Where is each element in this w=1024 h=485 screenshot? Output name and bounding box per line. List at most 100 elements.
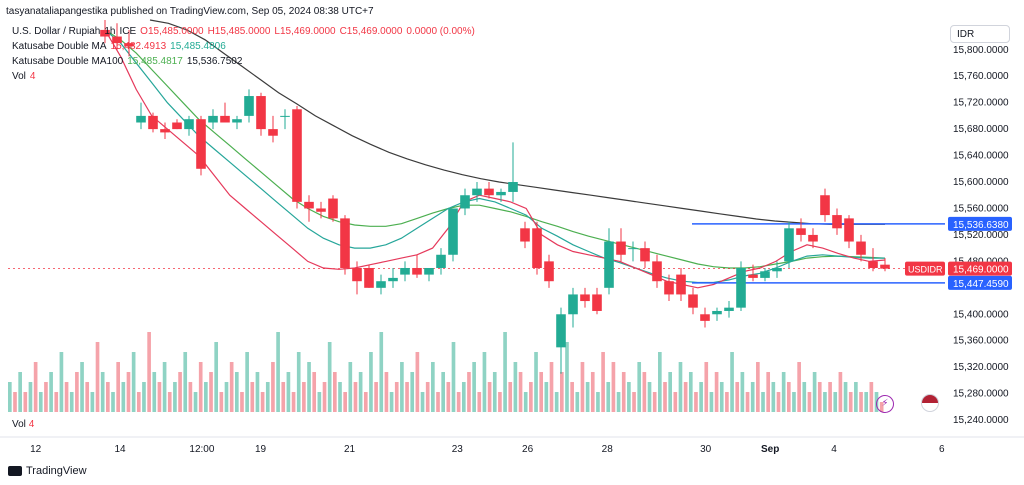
candle-body xyxy=(700,314,710,321)
candle-body xyxy=(616,241,626,255)
candle-body xyxy=(676,274,686,295)
y-tick-label: 15,280.0000 xyxy=(953,389,1009,400)
volume-bar xyxy=(730,352,734,412)
volume-bar xyxy=(828,382,832,412)
symbol-tag: USDIDR xyxy=(908,265,943,275)
volume-bar xyxy=(632,392,636,412)
volume-bar xyxy=(482,352,487,412)
volume-bar xyxy=(776,392,781,412)
volume-bar xyxy=(699,382,703,412)
volume-bar xyxy=(369,352,373,412)
volume-bar xyxy=(312,372,317,412)
candle-body xyxy=(352,267,362,282)
volume-bar xyxy=(451,342,456,412)
vol-name: Vol xyxy=(12,71,26,82)
legend-symbol-row[interactable]: U.S. Dollar / Rupiah 1h ICE O15,485.0000… xyxy=(12,24,475,39)
candle-body xyxy=(124,43,134,47)
volume-bar xyxy=(69,392,74,412)
ma2-name: Katusabe Double MA100 xyxy=(12,56,124,67)
candle-body xyxy=(868,261,878,268)
candle-body xyxy=(244,96,254,116)
volume-bar xyxy=(642,372,647,412)
price-labels: 15,536.6380 USDIDR 15,469.0000 15,447.4590 xyxy=(905,216,1012,290)
volume-bar xyxy=(678,362,683,412)
price-tag-bg xyxy=(948,261,1012,276)
volume-bar xyxy=(523,392,528,412)
currency-selector[interactable]: IDR xyxy=(950,25,1010,43)
volume-bar xyxy=(627,382,631,412)
lightning-icon[interactable]: ⚡ xyxy=(876,395,894,413)
price-axis[interactable]: 15,800.0000 15,760.0000 15,720.0000 15,680.… xyxy=(953,45,1009,426)
volume-bar xyxy=(229,362,234,412)
volume-bar xyxy=(307,362,311,412)
volume-bar xyxy=(100,372,105,412)
candle-body xyxy=(544,261,554,282)
y-tick-label: 15,360.0000 xyxy=(953,336,1009,347)
volume-bar xyxy=(838,372,843,412)
volume-bar xyxy=(436,392,440,412)
high-value: H15,485.0000 xyxy=(207,26,271,37)
volume-bar xyxy=(771,382,776,412)
candle-body xyxy=(724,307,734,311)
volume-bar xyxy=(575,392,580,412)
volume-bar xyxy=(49,372,53,412)
legend-ma1-row[interactable]: Katusabe Double MA 15,482.4913 15,485.48… xyxy=(12,39,475,54)
time-axis[interactable]: 12 14 12:00 19 21 23 26 28 30 Sep 4 6 xyxy=(0,436,1024,455)
volume-bar xyxy=(116,362,120,412)
candle-body xyxy=(160,129,170,133)
us-flag-icon[interactable] xyxy=(921,394,939,412)
candle-body xyxy=(652,261,662,282)
volume-bar xyxy=(503,332,507,412)
volume-bar xyxy=(611,362,616,412)
volume-bar xyxy=(797,362,801,412)
volume-bar xyxy=(64,382,69,412)
volume-bar xyxy=(807,392,812,412)
volume-bar xyxy=(131,352,136,412)
volume-bar xyxy=(864,392,869,412)
volume-bar xyxy=(704,362,709,412)
legend-vol-row[interactable]: Vol 4 xyxy=(12,69,475,84)
volume-bar xyxy=(498,392,502,412)
volume-bar xyxy=(121,382,126,412)
volume-bar xyxy=(688,372,693,412)
volume-bar xyxy=(492,372,497,412)
volume-bar xyxy=(658,352,662,412)
candle-body xyxy=(268,129,278,136)
candle-body xyxy=(760,271,770,278)
candle-body xyxy=(256,96,266,130)
volume-bar xyxy=(529,382,533,412)
candle-body xyxy=(580,294,590,302)
candles xyxy=(100,20,890,374)
tradingview-mark-icon xyxy=(8,466,22,476)
volume-bar xyxy=(420,392,425,412)
volume-bar xyxy=(374,382,378,412)
volume-bar xyxy=(214,342,219,412)
volume-bar xyxy=(750,382,755,412)
y-tick-label: 15,600.0000 xyxy=(953,177,1009,188)
candle-body xyxy=(280,115,290,117)
x-tick-label: Sep xyxy=(761,444,779,455)
candle-body xyxy=(688,294,698,308)
change-value: 0.0000 (0.00%) xyxy=(406,26,475,37)
volume-bar xyxy=(606,382,611,412)
tradingview-logo[interactable]: TradingView xyxy=(8,465,87,477)
candle-body xyxy=(112,36,122,44)
open-value: O15,485.0000 xyxy=(140,26,204,37)
volume-pane-value: 4 xyxy=(28,419,35,430)
volume-bar xyxy=(276,332,280,412)
volume-bar xyxy=(338,382,342,412)
ma1-value2: 15,485.4806 xyxy=(170,41,226,52)
volume-bar xyxy=(250,382,255,412)
volume-bar xyxy=(405,382,409,412)
x-tick-label: 12 xyxy=(30,444,42,455)
legend-ma2-row[interactable]: Katusabe Double MA100 15,485.4817 15,536… xyxy=(12,54,475,69)
volume-bar xyxy=(167,392,172,412)
volume-bar xyxy=(28,382,33,412)
y-tick-label: 15,560.0000 xyxy=(953,203,1009,214)
candle-body xyxy=(532,228,542,268)
y-tick-label: 15,640.0000 xyxy=(953,151,1009,162)
volume-bar xyxy=(683,382,688,412)
volume-bar xyxy=(859,392,863,412)
volume-bar xyxy=(756,362,760,412)
